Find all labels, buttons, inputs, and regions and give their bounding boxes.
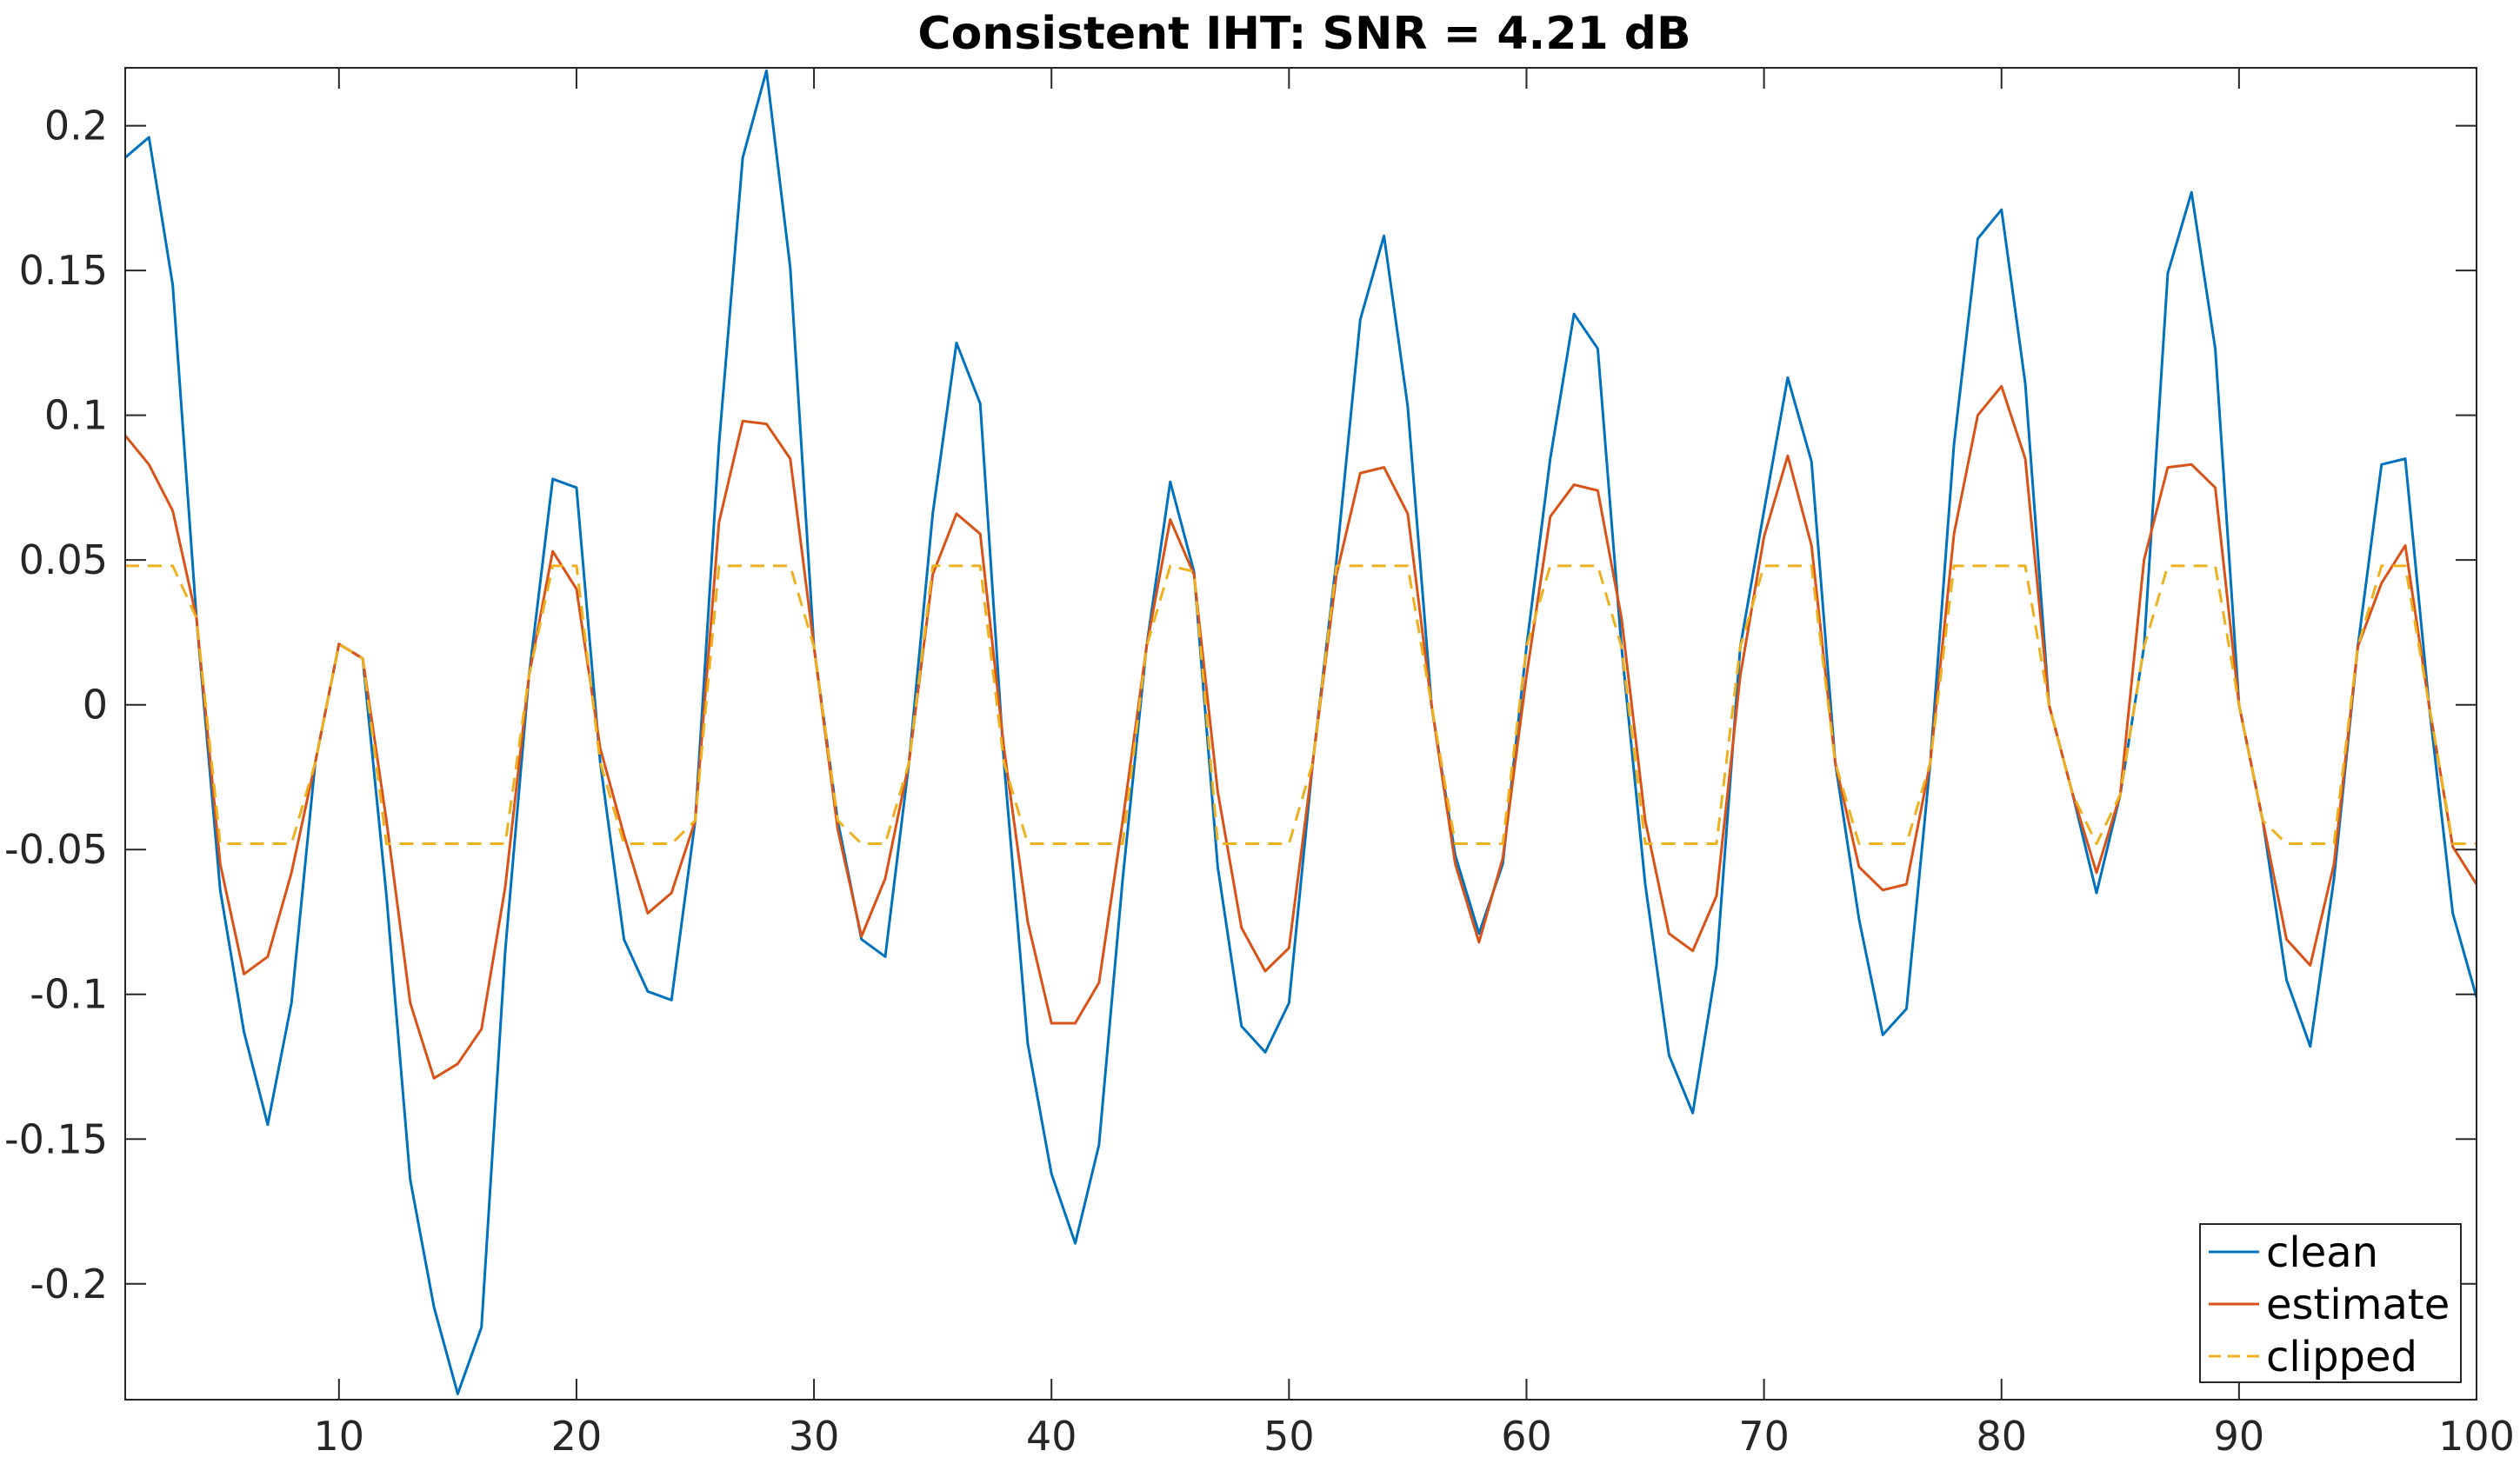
x-tick-label: 60 [1501,1413,1552,1460]
series-layer [125,69,2477,1395]
y-tick-label: -0.05 [4,826,108,873]
x-tick-label: 80 [1976,1413,2027,1460]
axes-box [124,67,2477,1401]
ticks-layer: 10 20 30 40 50 60 70 80 90 100 -0.2 -0.15 -0.1 -0.05 0… [4,68,2515,1460]
y-tick-label: 0 [83,682,108,729]
x-tick-label: 70 [1738,1413,1790,1460]
y-tick-label: 0.1 [44,392,108,439]
y-tick-label: -0.2 [30,1261,108,1308]
y-tick-label: -0.15 [4,1115,108,1162]
x-tick-label: 100 [2438,1413,2515,1460]
x-tick-label: 40 [1026,1413,1077,1460]
y-tick-label: 0.2 [44,103,108,150]
legend-label-clean: clean [2266,1228,2378,1277]
series-line-clean [125,69,2477,1395]
x-tick-label: 10 [314,1413,365,1460]
series-line-estimate [125,384,2477,1080]
x-tick-label: 50 [1263,1413,1315,1460]
x-tick-label: 30 [789,1413,840,1460]
y-tick-label: -0.1 [30,971,108,1018]
chart-title: Consistent IHT: SNR = 4.21 dB [917,8,1690,60]
legend-label-estimate: estimate [2266,1281,2450,1329]
plot-area [125,68,2477,1400]
legend-label-clipped: clipped [2266,1333,2417,1381]
y-tick-label: 0.05 [19,536,108,583]
series-line-clipped [125,564,2477,846]
x-tick-label: 90 [2214,1413,2265,1460]
y-tick-label: 0.15 [19,247,108,294]
x-tick-label: 20 [551,1413,603,1460]
